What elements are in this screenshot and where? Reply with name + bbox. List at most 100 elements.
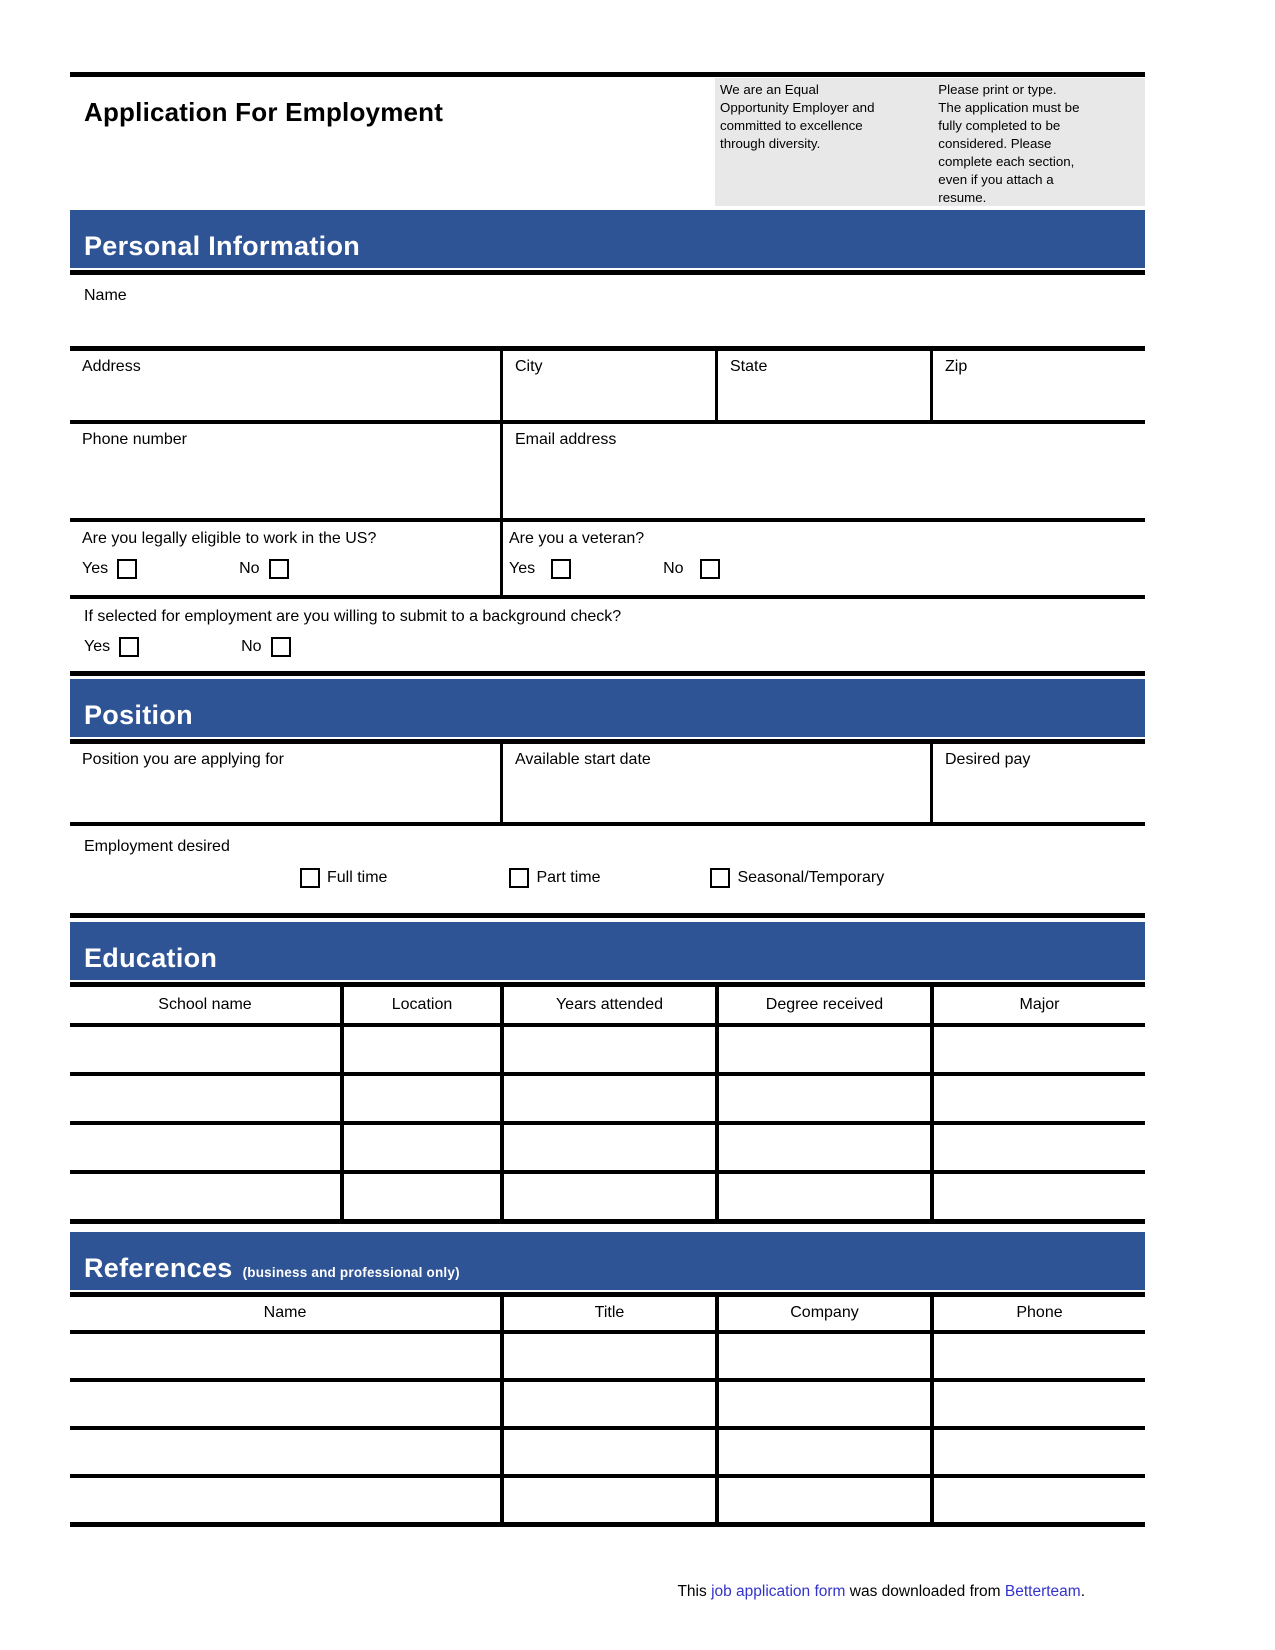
- background-check-question: If selected for employment are you willi…: [84, 608, 622, 625]
- job-application-form-link[interactable]: job application form: [711, 1583, 846, 1600]
- page-title: Application For Employment: [84, 97, 444, 127]
- address-row: Address City State Zip: [70, 346, 1145, 420]
- seasonal-option: Seasonal/Temporary: [710, 868, 884, 888]
- veteran-yes-label: Yes: [509, 560, 536, 577]
- education-heading: Education: [84, 943, 218, 973]
- veteran-yes-checkbox[interactable]: [551, 559, 572, 579]
- references-cell[interactable]: [500, 1430, 715, 1474]
- references-cell[interactable]: [70, 1430, 500, 1474]
- eligible-question: Are you legally eligible to work in the …: [82, 530, 377, 547]
- eligible-no-label: No: [239, 560, 260, 577]
- desired-pay-label: Desired pay: [945, 751, 1031, 768]
- top-divider: [70, 72, 1145, 77]
- references-header-title: Title: [500, 1297, 715, 1330]
- start-date-field-cell[interactable]: Available start date: [500, 744, 930, 822]
- references-cell[interactable]: [70, 1334, 500, 1378]
- references-cell[interactable]: [715, 1382, 930, 1426]
- education-cell[interactable]: [500, 1027, 715, 1072]
- education-cell[interactable]: [340, 1174, 500, 1219]
- position-label: Position you are applying for: [82, 751, 284, 768]
- position-section-header: Position: [70, 679, 1145, 737]
- education-cell[interactable]: [340, 1027, 500, 1072]
- email-field-cell[interactable]: Email address: [500, 424, 1145, 518]
- city-field-cell[interactable]: City: [500, 351, 715, 420]
- education-cell[interactable]: [500, 1125, 715, 1170]
- education-empty-row: [70, 1023, 1145, 1072]
- education-cell[interactable]: [930, 1027, 1145, 1072]
- personal-information-heading: Personal Information: [84, 231, 361, 261]
- address-field-cell[interactable]: Address: [70, 351, 500, 420]
- footer-text: This job application form was downloaded…: [70, 1583, 1145, 1601]
- education-cell[interactable]: [715, 1125, 930, 1170]
- footer-suffix: .: [1080, 1583, 1085, 1600]
- name-label: Name: [84, 287, 127, 304]
- address-label: Address: [82, 358, 141, 375]
- full-time-checkbox[interactable]: [300, 868, 320, 888]
- education-section-header: Education: [70, 922, 1145, 980]
- education-cell[interactable]: [930, 1076, 1145, 1121]
- references-cell[interactable]: [500, 1382, 715, 1426]
- education-cell[interactable]: [70, 1125, 340, 1170]
- header: Application For Employment We are an Equ…: [70, 77, 1145, 210]
- references-cell[interactable]: [930, 1382, 1145, 1426]
- references-cell[interactable]: [930, 1478, 1145, 1522]
- city-label: City: [515, 358, 543, 375]
- references-cell[interactable]: [70, 1382, 500, 1426]
- footer-prefix: This: [677, 1583, 712, 1600]
- desired-pay-field-cell[interactable]: Desired pay: [930, 744, 1145, 822]
- references-header-name: Name: [263, 1304, 307, 1321]
- education-cell[interactable]: [715, 1027, 930, 1072]
- education-cell[interactable]: [500, 1174, 715, 1219]
- eligible-no-checkbox[interactable]: [268, 559, 289, 579]
- eligible-yes-checkbox[interactable]: [117, 559, 138, 579]
- seasonal-label: Seasonal/Temporary: [737, 869, 885, 886]
- veteran-no-checkbox[interactable]: [699, 559, 720, 579]
- position-field-cell[interactable]: Position you are applying for: [70, 744, 500, 822]
- references-note: (business and professional only): [242, 1265, 460, 1280]
- references-cell[interactable]: [500, 1478, 715, 1522]
- employment-desired-row: Employment desired Full time Part time S…: [70, 826, 1145, 918]
- section-divider: [70, 982, 1145, 987]
- references-cell[interactable]: [500, 1334, 715, 1378]
- background-yes-checkbox[interactable]: [119, 637, 140, 657]
- references-cell[interactable]: [930, 1334, 1145, 1378]
- education-cell[interactable]: [930, 1174, 1145, 1219]
- veteran-no-label: No: [663, 560, 684, 577]
- education-cell[interactable]: [340, 1076, 500, 1121]
- references-empty-row: [70, 1474, 1145, 1522]
- background-no-label: No: [241, 638, 262, 655]
- education-cell[interactable]: [70, 1027, 340, 1072]
- section-divider: [70, 739, 1145, 744]
- education-cell[interactable]: [500, 1076, 715, 1121]
- education-cell[interactable]: [340, 1125, 500, 1170]
- name-field-cell[interactable]: Name: [70, 275, 1145, 346]
- education-cell[interactable]: [715, 1174, 930, 1219]
- education-header-major: Major: [930, 987, 1145, 1023]
- eligible-yes-label: Yes: [82, 560, 109, 577]
- education-cell[interactable]: [715, 1076, 930, 1121]
- zip-field-cell[interactable]: Zip: [930, 351, 1145, 420]
- education-cell[interactable]: [70, 1076, 340, 1121]
- education-empty-row: [70, 1121, 1145, 1170]
- references-cell[interactable]: [70, 1478, 500, 1522]
- references-cell[interactable]: [715, 1430, 930, 1474]
- background-no-checkbox[interactable]: [270, 637, 291, 657]
- betterteam-link[interactable]: Betterteam: [1004, 1583, 1081, 1600]
- references-cell[interactable]: [930, 1430, 1145, 1474]
- references-cell[interactable]: [715, 1478, 930, 1522]
- seasonal-checkbox[interactable]: [710, 868, 731, 888]
- references-cell[interactable]: [715, 1334, 930, 1378]
- education-cell[interactable]: [70, 1174, 340, 1219]
- phone-field-cell[interactable]: Phone number: [70, 424, 500, 518]
- education-header-location: Location: [340, 987, 500, 1023]
- state-field-cell[interactable]: State: [715, 351, 930, 420]
- full-time-label: Full time: [327, 869, 388, 886]
- part-time-checkbox[interactable]: [509, 868, 530, 888]
- email-label: Email address: [515, 431, 617, 448]
- state-label: State: [730, 358, 768, 375]
- education-header-years-attended: Years attended: [500, 987, 715, 1023]
- employment-desired-label: Employment desired: [84, 838, 230, 855]
- education-header-school-name: School name: [158, 996, 252, 1013]
- eligibility-row: Are you legally eligible to work in the …: [70, 518, 1145, 595]
- education-cell[interactable]: [930, 1125, 1145, 1170]
